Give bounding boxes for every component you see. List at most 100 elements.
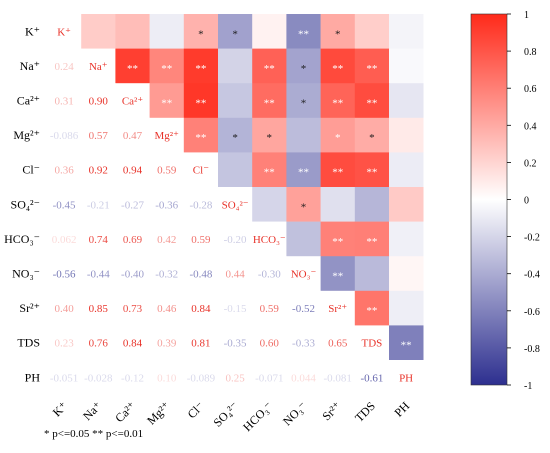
significance-mark: * [369, 132, 375, 144]
value-cell [149, 221, 185, 257]
value-cell [183, 325, 219, 361]
heatmap-cell [252, 117, 287, 153]
coefficient-label: 0.47 [123, 130, 143, 142]
coefficient-label: 0.40 [54, 303, 74, 315]
significance-mark: * [301, 201, 307, 213]
value-cell [81, 117, 116, 153]
significance-mark: * [301, 98, 307, 110]
value-cell [81, 256, 116, 292]
heatmap-cell [354, 256, 390, 292]
value-cell [81, 152, 116, 188]
heatmap-cell [320, 83, 356, 119]
significance-mark: * [198, 28, 204, 40]
coefficient-label: -0.61 [360, 372, 383, 384]
diagonal-label: Ca²⁺ [122, 96, 144, 108]
heatmap-cell [389, 187, 424, 222]
diagonal-cell [320, 290, 356, 326]
column-label: HCO₃⁻ [240, 399, 275, 434]
coefficient-label: 0.60 [260, 338, 280, 350]
heatmap-cell [149, 83, 185, 119]
significance-mark: * [267, 132, 273, 144]
significance-mark: ** [264, 98, 275, 110]
value-cell [47, 256, 82, 292]
heatmap-cell [354, 221, 390, 257]
value-cell [218, 221, 253, 257]
significance-mark: ** [127, 63, 138, 75]
coefficient-label: 0.59 [260, 303, 280, 315]
heatmap-cell [389, 14, 424, 49]
heatmap-cell [389, 290, 424, 326]
significance-mark: ** [401, 340, 412, 352]
heatmap-cell [183, 14, 219, 49]
value-cell [81, 187, 116, 222]
heatmap-cell [320, 221, 356, 257]
value-cell [286, 325, 321, 361]
value-cell [115, 290, 150, 326]
significance-mark: ** [332, 236, 343, 248]
coefficient-label: -0.45 [53, 199, 76, 211]
coefficient-label: -0.40 [121, 269, 144, 281]
significance-mark: ** [332, 98, 343, 110]
value-cell [115, 360, 150, 395]
heatmap-cell [389, 221, 424, 257]
coefficient-label: 0.39 [157, 338, 177, 350]
significance-mark: ** [195, 98, 206, 110]
value-cell [47, 187, 82, 222]
value-cell [252, 256, 287, 292]
diagonal-label: PH [399, 372, 413, 384]
coefficient-label: -0.27 [121, 199, 144, 211]
value-cell [115, 117, 150, 153]
coefficient-label: -0.33 [292, 338, 315, 350]
value-cell [320, 360, 356, 395]
significance-mark: ** [366, 63, 377, 75]
row-labels: K⁺ Na⁺ Ca²⁺ Mg²⁺ Cl⁻ SO₄²⁻ HCO₃⁻ NO₃⁻ Sr²⁺ TDS PH [4, 24, 40, 384]
significance-mark: * [335, 28, 341, 40]
heatmap-cell [218, 117, 253, 153]
coefficient-label: 0.90 [89, 96, 109, 108]
heatmap-cell [252, 83, 287, 119]
value-cell [115, 256, 150, 292]
significance-mark: ** [298, 167, 309, 179]
diagonal-label: TDS [362, 338, 383, 350]
heatmap-cell [286, 83, 321, 119]
coefficient-label: 0.10 [157, 372, 177, 384]
heatmap-cell [354, 187, 390, 222]
heatmap-cell [183, 83, 219, 119]
row-label: SO₄²⁻ [11, 197, 40, 211]
value-cell [149, 360, 185, 395]
coefficient-label: 0.84 [123, 338, 143, 350]
heatmap-cell [115, 14, 150, 49]
heatmap-cell [218, 83, 253, 119]
value-cell [47, 48, 82, 84]
row-label: Ca²⁺ [17, 94, 40, 108]
significance-mark: ** [366, 305, 377, 317]
value-cell [218, 256, 253, 292]
row-label: HCO₃⁻ [4, 232, 40, 246]
significance-mark: ** [161, 98, 172, 110]
column-label: K⁺ [50, 399, 71, 420]
significance-note: * p<=0.05 ** p<=0.01 [44, 428, 144, 440]
value-cell [354, 360, 390, 395]
diagonal-cell [286, 256, 321, 292]
heatmap-cell [286, 48, 321, 84]
coefficient-label: 0.44 [225, 269, 245, 281]
coefficient-label: -0.28 [189, 199, 212, 211]
value-cell [81, 290, 116, 326]
value-cell [149, 256, 185, 292]
colorbar-tick-label: -0.2 [524, 233, 540, 244]
value-cell [252, 325, 287, 361]
heatmap-cell [252, 187, 287, 222]
heatmap-cell [354, 152, 390, 188]
value-cell [81, 325, 116, 361]
value-cell [81, 221, 116, 257]
significance-mark: ** [161, 63, 172, 75]
row-label: NO₃⁻ [12, 267, 40, 281]
value-cell [47, 117, 82, 153]
column-label: Sr²⁺ [319, 399, 343, 423]
diagonal-cell [149, 117, 185, 153]
coefficient-label: 0.25 [225, 372, 245, 384]
heatmap-cell [320, 14, 356, 49]
coefficient-label: 0.24 [54, 61, 74, 73]
value-cell [183, 256, 219, 292]
significance-mark: * [301, 63, 307, 75]
